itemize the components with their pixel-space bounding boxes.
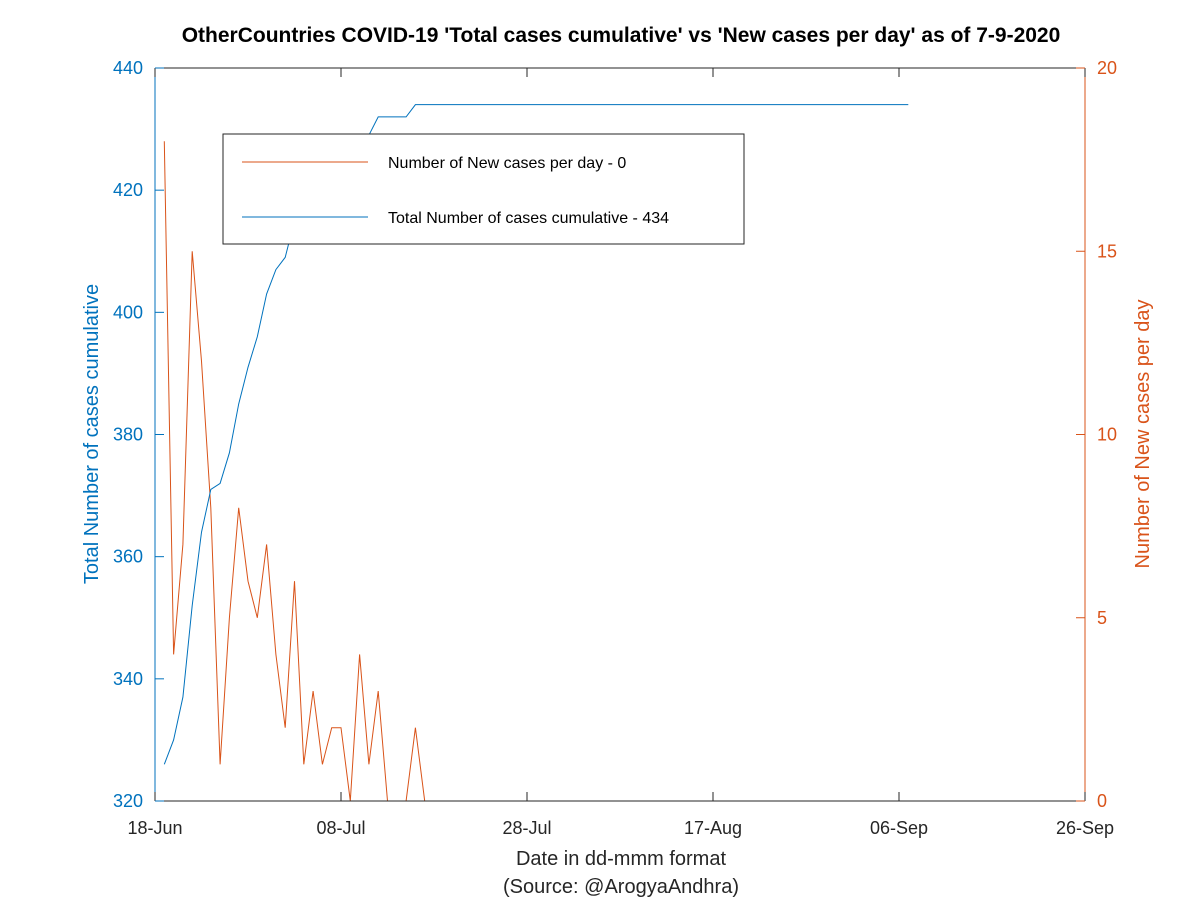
y-left-tick-label: 320: [113, 791, 143, 811]
series-cumulative-line-group: [163, 104, 909, 765]
y-right-tick-label: 10: [1097, 425, 1117, 445]
x-axis-tick-labels: 18-Jun 08-Jul 28-Jul 17-Aug 06-Sep 26-Sep: [127, 68, 1114, 838]
y-left-tick-label: 420: [113, 180, 143, 200]
y-right-tick-label: 20: [1097, 58, 1117, 78]
x-tick-label: 28-Jul: [502, 818, 551, 838]
y-left-tick-label: 440: [113, 58, 143, 78]
y-right-tick-label: 0: [1097, 791, 1107, 811]
series-cumulative-line: [163, 104, 909, 765]
x-tick-label: 18-Jun: [127, 818, 182, 838]
chart-title: OtherCountries COVID-19 'Total cases cum…: [182, 24, 1061, 47]
legend-label-cumulative: Total Number of cases cumulative - 434: [388, 210, 669, 227]
x-tick-label: 26-Sep: [1056, 818, 1114, 838]
y-right-tick-label: 5: [1097, 608, 1107, 628]
x-axis-label: Date in dd-mmm format: [516, 848, 726, 870]
x-axis-source-label: (Source: @ArogyaAndhra): [503, 876, 739, 898]
y-left-tick-label: 400: [113, 302, 143, 322]
x-tick-label: 17-Aug: [684, 818, 742, 838]
y-left-axis-tick-labels: 320 340 360 380 400 420 440: [113, 58, 164, 811]
y-left-axis-label: Total Number of cases cumulative: [81, 284, 103, 584]
y-right-axis-tick-labels: 0 5 10 15 20: [1076, 58, 1117, 811]
legend-box: [222, 133, 745, 245]
y-left-tick-label: 360: [113, 547, 143, 567]
y-right-axis-label: Number of New cases per day: [1132, 299, 1154, 568]
x-tick-label: 08-Jul: [316, 818, 365, 838]
y-left-tick-label: 380: [113, 425, 143, 445]
y-right-tick-label: 15: [1097, 241, 1117, 261]
legend-label-new-cases: Number of New cases per day - 0: [388, 155, 626, 172]
legend: Number of New cases per day - 0 Total Nu…: [222, 133, 745, 245]
y-left-tick-label: 340: [113, 669, 143, 689]
x-tick-label: 06-Sep: [870, 818, 928, 838]
